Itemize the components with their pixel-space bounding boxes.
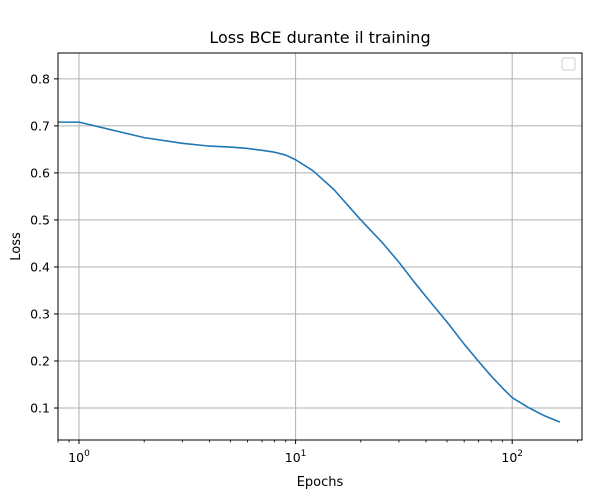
series-line [58,121,561,423]
x-tick-label: 102 [501,449,523,465]
x-axis-label: Epochs [297,475,344,490]
x-tick-label: 101 [285,449,307,465]
series-layer [58,121,561,423]
y-tick-label: 0.7 [30,118,50,133]
y-tick-label: 0.1 [30,401,50,416]
legend-box [561,57,576,71]
legend [561,57,576,71]
y-axis-label: Loss [9,232,24,261]
grid [58,53,582,440]
x-tick-label: 100 [68,449,90,465]
y-tick-label: 0.3 [30,306,50,321]
y-tick-label: 0.5 [30,212,50,227]
axis-ticks: 0.1 0.2 0.3 0.4 0.5 0.6 0.7 0.8 100 101 102 [30,71,578,465]
plot-frame [57,52,583,441]
y-tick-label: 0.8 [30,71,50,86]
y-tick-label: 0.2 [30,354,50,369]
y-tick-label: 0.4 [30,259,50,274]
y-tick-label: 0.6 [30,165,50,180]
chart-title: Loss BCE durante il training [209,28,430,47]
